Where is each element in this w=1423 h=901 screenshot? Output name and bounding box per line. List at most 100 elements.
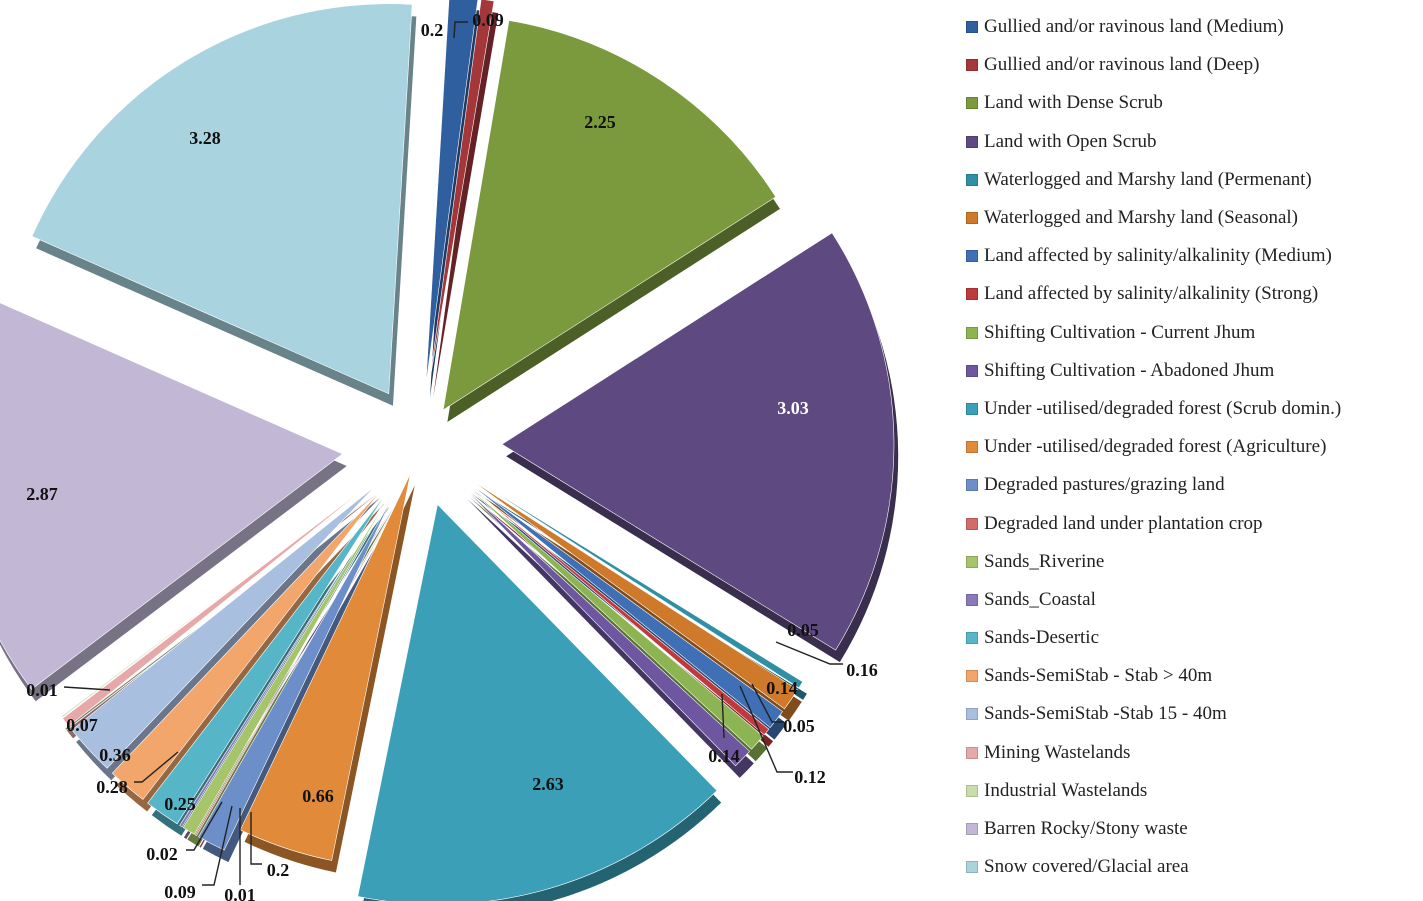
pie-slice-sands-semistab-stab-15-40m bbox=[71, 485, 377, 769]
legend-label: Sands_Coastal bbox=[984, 588, 1096, 610]
pie-slice-mining-wastelands bbox=[62, 481, 373, 727]
legend-item: Degraded land under plantation crop bbox=[966, 504, 1416, 542]
legend-item: Gullied and/or ravinous land (Medium) bbox=[966, 8, 1416, 46]
leader-line-sands-coastal bbox=[186, 801, 223, 851]
data-label-shifting-cultivation-current-jhum: 0.12 bbox=[794, 767, 826, 787]
data-label-sands-riverine: 0.09 bbox=[164, 882, 196, 901]
legend-item: Shifting Cultivation - Current Jhum bbox=[966, 314, 1416, 352]
data-label-shifting-cultivation-abadoned-jhum: 0.14 bbox=[708, 746, 740, 766]
legend-swatch bbox=[966, 250, 978, 263]
pie-slice-waterlogged-and-marshy-land-seasonal bbox=[469, 478, 798, 710]
leader-line-gullied-and-or-ravinous-land-deep bbox=[453, 21, 468, 39]
legend-swatch bbox=[966, 861, 978, 874]
pie-slice-degraded-land-under-plantation-crop bbox=[194, 496, 391, 837]
pie-slice-shifting-cultivation-abadoned-jhum bbox=[462, 486, 751, 767]
data-label-land-with-dense-scrub: 2.25 bbox=[584, 112, 616, 132]
pie-chart-svg: 0.2 0.09 2.25 3.03 0.05 0.16 0.14 0.05 0.12 0.14 2… bbox=[0, 0, 899, 901]
data-label-mining-wastelands: 0.07 bbox=[66, 715, 98, 735]
legend-swatch bbox=[966, 784, 978, 797]
data-label-under-utilised-degraded-forest-scrub-domin: 2.63 bbox=[532, 774, 564, 794]
legend-label: Sands-SemiStab - Stab > 40m bbox=[984, 665, 1213, 687]
leader-line-shifting-cultivation-current-jhum bbox=[739, 685, 793, 773]
legend-item: Snow covered/Glacial area bbox=[966, 848, 1416, 886]
legend-swatch bbox=[966, 555, 978, 568]
legend-item: Shifting Cultivation - Abadoned Jhum bbox=[966, 352, 1416, 390]
legend-item: Mining Wastelands bbox=[966, 734, 1416, 772]
legend-label: Land with Dense Scrub bbox=[984, 92, 1163, 114]
legend-item: Barren Rocky/Stony waste bbox=[966, 810, 1416, 848]
data-label-gullied-and-or-ravinous-land-medium: 0.2 bbox=[421, 20, 444, 40]
legend-item: Degraded pastures/grazing land bbox=[966, 466, 1416, 504]
legend-item: Gullied and/or ravinous land (Deep) bbox=[966, 46, 1416, 84]
legend-label: Gullied and/or ravinous land (Deep) bbox=[984, 54, 1260, 76]
legend-swatch bbox=[966, 364, 978, 377]
pie-slice-land-affected-by-salinity-alkalinity-strong bbox=[466, 483, 770, 736]
pie-slice-gullied-and-or-ravinous-land-medium bbox=[425, 0, 479, 386]
pie-slice-shifting-cultivation-current-jhum bbox=[464, 484, 764, 750]
pie-slice-degraded-pastures-grazing-land bbox=[198, 498, 393, 851]
pie-slice-gullied-and-or-ravinous-land-deep bbox=[428, 0, 495, 386]
legend-swatch bbox=[966, 479, 978, 492]
data-label-sands-semistab-stab-15-40m: 0.36 bbox=[99, 745, 131, 765]
data-label-gullied-and-or-ravinous-land-deep: 0.09 bbox=[472, 10, 504, 30]
legend-item: Land affected by salinity/alkalinity (Me… bbox=[966, 237, 1416, 275]
legend-swatch bbox=[966, 402, 978, 415]
data-label-under-utilised-degraded-forest-agriculture: 0.66 bbox=[302, 786, 334, 806]
legend-swatch bbox=[966, 593, 978, 606]
legend-swatch bbox=[966, 708, 978, 721]
leader-line-sands-semistab-stab-40m bbox=[134, 751, 179, 783]
data-label-barren-rocky-stony-waste: 2.87 bbox=[26, 484, 58, 504]
legend-swatch bbox=[966, 135, 978, 148]
legend-label: Land with Open Scrub bbox=[984, 130, 1157, 152]
data-label-land-with-open-scrub: 3.03 bbox=[777, 398, 809, 418]
pie-chart: 0.2 0.09 2.25 3.03 0.05 0.16 0.14 0.05 0.12 0.14 2… bbox=[0, 0, 899, 901]
legend-item: Sands_Coastal bbox=[966, 581, 1416, 619]
legend-item: Under -utilised/degraded forest (Agricul… bbox=[966, 428, 1416, 466]
legend-label: Under -utilised/degraded forest (Scrub d… bbox=[984, 397, 1342, 419]
legend-swatch bbox=[966, 97, 978, 110]
chart-legend: Gullied and/or ravinous land (Medium) Gul… bbox=[966, 8, 1416, 886]
data-label-waterlogged-and-marshy-land-permenant: 0.05 bbox=[787, 620, 819, 640]
legend-label: Shifting Cultivation - Current Jhum bbox=[984, 321, 1256, 343]
legend-item: Sands-SemiStab -Stab 15 - 40m bbox=[966, 695, 1416, 733]
legend-label: Snow covered/Glacial area bbox=[984, 856, 1189, 878]
data-label-degraded-pastures-grazing-land: 0.2 bbox=[267, 860, 290, 880]
legend-item: Sands-Desertic bbox=[966, 619, 1416, 657]
pie-slice-industrial-wastelands bbox=[60, 481, 373, 719]
legend-swatch bbox=[966, 212, 978, 225]
legend-swatch bbox=[966, 173, 978, 186]
legend-swatch bbox=[966, 632, 978, 645]
legend-label: Sands-SemiStab -Stab 15 - 40m bbox=[984, 703, 1227, 725]
leader-line-waterlogged-and-marshy-land-seasonal bbox=[775, 641, 843, 665]
leader-line-land-affected-by-salinity-alkalinity-strong bbox=[751, 683, 784, 723]
pie-slice-land-with-dense-scrub bbox=[442, 20, 777, 411]
leader-line-sands-riverine bbox=[202, 805, 233, 886]
legend-label: Waterlogged and Marshy land (Seasonal) bbox=[984, 207, 1298, 229]
legend-item: Land affected by salinity/alkalinity (St… bbox=[966, 275, 1416, 313]
legend-label: Shifting Cultivation - Abadoned Jhum bbox=[984, 359, 1275, 381]
data-label-land-affected-by-salinity-alkalinity-medium: 0.14 bbox=[766, 678, 798, 698]
legend-item: Sands-SemiStab - Stab > 40m bbox=[966, 657, 1416, 695]
pie-slice-land-affected-by-salinity-alkalinity-medium bbox=[467, 481, 783, 728]
legend-item: Land with Open Scrub bbox=[966, 123, 1416, 161]
legend-label: Sands-Desertic bbox=[984, 627, 1100, 649]
legend-item: Industrial Wastelands bbox=[966, 772, 1416, 810]
pie-slice-waterlogged-and-marshy-land-permenant bbox=[470, 476, 804, 689]
data-label-industrial-wastelands: 0.01 bbox=[26, 680, 58, 700]
legend-swatch bbox=[966, 441, 978, 454]
legend-label: Mining Wastelands bbox=[984, 741, 1131, 763]
pie-slice-sands-desertic bbox=[147, 493, 386, 825]
legend-swatch bbox=[966, 670, 978, 683]
legend-item: Sands_Riverine bbox=[966, 543, 1416, 581]
data-label-land-affected-by-salinity-alkalinity-strong: 0.05 bbox=[783, 716, 815, 736]
legend-swatch bbox=[966, 326, 978, 339]
legend-swatch bbox=[966, 823, 978, 836]
legend-swatch bbox=[966, 21, 978, 34]
pie-slice-sands-semistab-stab-40m bbox=[111, 490, 382, 800]
legend-label: Gullied and/or ravinous land (Medium) bbox=[984, 16, 1284, 38]
legend-item: Under -utilised/degraded forest (Scrub d… bbox=[966, 390, 1416, 428]
legend-label: Industrial Wastelands bbox=[984, 779, 1148, 801]
legend-item: Land with Dense Scrub bbox=[966, 84, 1416, 122]
pie-slice-side-gullied-and-or-ravinous-land-deep bbox=[433, 11, 499, 398]
pie-slice-land-with-open-scrub bbox=[501, 232, 895, 651]
